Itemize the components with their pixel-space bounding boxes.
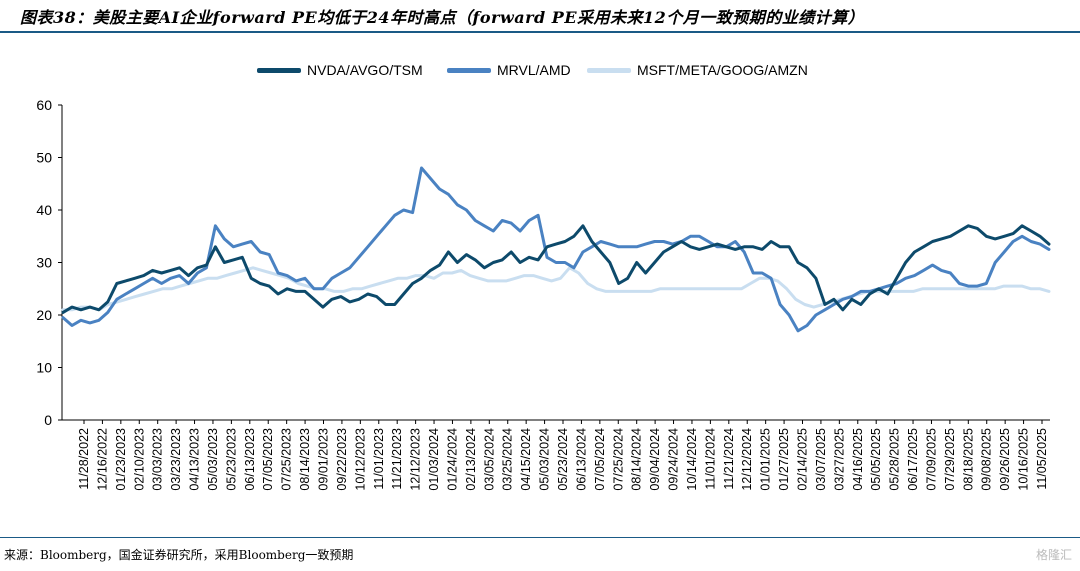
x-tick-label: 09/22/2023 [335,428,349,491]
x-tick-label: 12/16/2022 [95,428,109,491]
series-line-msft [61,266,1051,312]
x-tick-label: 12/12/2024 [740,428,754,491]
x-tick-label: 06/17/2025 [906,428,920,491]
x-tick-label: 07/09/2025 [924,428,938,491]
series-line-nvda [61,224,1051,314]
x-tick-label: 07/05/2024 [593,428,607,491]
y-tick-label: 30 [36,255,52,271]
x-tick-label: 03/23/2023 [169,428,183,491]
x-tick-label: 01/03/2024 [427,428,441,491]
x-tick-label: 02/14/2025 [796,428,810,491]
legend-swatch-msft [587,67,631,73]
y-tick-label: 10 [36,360,52,376]
legend-label-msft: MSFT/META/GOOG/AMZN [637,62,808,78]
legend-label-mrvl: MRVL/AMD [497,62,571,78]
x-tick-label: 11/28/2022 [77,428,91,490]
x-tick-label: 11/01/2023 [372,428,386,490]
x-tick-label: 10/16/2025 [1017,428,1031,491]
x-tick-label: 10/12/2023 [353,428,367,491]
x-tick-label: 04/15/2024 [519,428,533,491]
x-tick-label: 09/26/2025 [998,428,1012,491]
x-tick-label: 07/29/2025 [943,428,957,491]
x-tick-label: 08/14/2023 [298,428,312,491]
x-tick-label: 03/05/2024 [482,428,496,491]
x-tick-label: 05/28/2025 [888,428,902,491]
x-tick-label: 07/25/2023 [280,428,294,491]
x-tick-label: 01/24/2024 [445,428,459,491]
y-tick-label: 0 [44,412,52,428]
legend-item-msft: MSFT/META/GOOG/AMZN [587,62,808,78]
x-tick-label: 11/21/2024 [722,428,736,490]
x-tick-label: 01/01/2025 [759,428,773,491]
x-tick-label: 11/01/2024 [703,428,717,490]
x-tick-label: 03/27/2025 [832,428,846,491]
x-tick-label: 06/13/2023 [243,428,257,491]
x-tick-label: 08/14/2024 [630,428,644,491]
x-tick-label: 12/12/2023 [409,428,423,491]
x-tick-label: 05/23/2024 [556,428,570,491]
legend-swatch-nvda [257,67,301,73]
x-tick-label: 04/13/2023 [188,428,202,491]
x-tick-label: 09/01/2023 [317,428,331,491]
x-tick-label: 02/13/2024 [464,428,478,491]
x-tick-label: 06/13/2024 [574,428,588,491]
x-tick-label: 07/05/2023 [261,428,275,491]
y-tick-label: 40 [36,202,52,218]
x-tick-label: 05/03/2024 [538,428,552,491]
y-tick-label: 60 [36,97,52,113]
x-tick-label: 07/25/2024 [611,428,625,491]
bottom-rule [0,537,1080,538]
x-tick-label: 04/16/2025 [851,428,865,491]
legend-item-mrvl: MRVL/AMD [447,62,571,78]
y-tick-label: 20 [36,307,52,323]
x-tick-label: 05/05/2025 [869,428,883,491]
x-tick-label: 09/04/2024 [648,428,662,491]
x-tick-label: 05/03/2023 [206,428,220,491]
x-tick-label: 08/18/2025 [961,428,975,491]
x-tick-label: 02/10/2023 [132,428,146,491]
x-tick-label: 10/14/2024 [685,428,699,491]
legend-swatch-mrvl [447,67,491,73]
y-tick-label: 50 [36,150,52,166]
watermark-logo: 格隆汇 [1035,548,1072,562]
x-tick-label: 01/23/2023 [114,428,128,491]
x-tick-label: 09/08/2025 [980,428,994,491]
top-rule [0,31,1080,33]
x-tick-label: 03/07/2025 [814,428,828,491]
x-tick-label: 03/25/2024 [501,428,515,491]
x-tick-label: 03/03/2023 [151,428,165,491]
source-note: 来源：Bloomberg，国金证券研究所，采用Bloomberg一致预期 [4,548,354,562]
x-tick-label: 05/23/2023 [224,428,238,491]
chart-title: 图表38：美股主要AI企业forward PE均低于24年时高点（forward… [20,8,865,27]
x-tick-label: 01/27/2025 [777,428,791,491]
legend-item-nvda: NVDA/AVGO/TSM [257,62,423,78]
x-tick-label: 11/05/2025 [1035,428,1049,490]
x-tick-label: 09/24/2024 [667,428,681,491]
legend: NVDA/AVGO/TSM MRVL/AMD MSFT/META/GOOG/AM… [0,62,1080,82]
x-tick-label: 11/21/2023 [390,428,404,490]
legend-label-nvda: NVDA/AVGO/TSM [307,62,423,78]
series-line-mrvl [61,166,1051,333]
